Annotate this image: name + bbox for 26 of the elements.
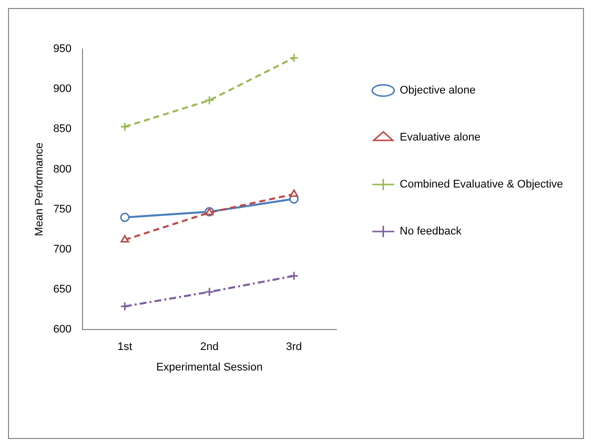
point: [289, 271, 299, 281]
legend-label: Combined Evaluative & Objective: [400, 178, 563, 191]
point: [120, 122, 130, 132]
point: [120, 212, 130, 222]
x-tick-label: 3rd: [286, 341, 302, 354]
point: [120, 302, 130, 312]
point: [289, 53, 299, 63]
legend-label: No feedback: [400, 226, 462, 238]
y-tick-label: 950: [53, 43, 72, 56]
y-tick-label: 700: [53, 243, 72, 256]
y-tick-label: 600: [53, 324, 72, 336]
point: [204, 96, 214, 106]
y-tick-label: 750: [53, 203, 72, 216]
point: [204, 287, 214, 297]
y-axis-title: Mean Performance: [34, 142, 46, 236]
x-tick-label: 1st: [117, 341, 132, 354]
point: [290, 189, 298, 197]
y-tick-label: 850: [53, 123, 72, 136]
point: [120, 235, 130, 243]
x-axis-title: Experimental Session: [156, 361, 263, 374]
legend-label: Objective alone: [400, 84, 476, 97]
x-tick-label: 2nd: [200, 341, 219, 354]
y-tick-label: 650: [53, 284, 72, 296]
y-tick-label: 800: [53, 163, 72, 176]
legend-label: Evaluative alone: [400, 132, 480, 144]
y-tick-label: 900: [53, 83, 72, 96]
